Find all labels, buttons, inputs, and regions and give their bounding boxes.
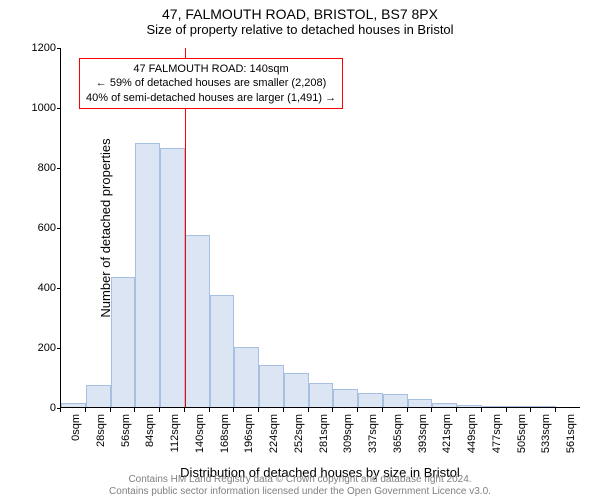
histogram-bar [358,393,383,407]
plot-area: 47 FALMOUTH ROAD: 140sqm ← 59% of detach… [60,48,580,408]
x-tick-label: 477sqm [491,414,503,454]
x-tick-label: 281sqm [318,414,330,454]
y-tick-mark [57,288,61,289]
x-tick-mark [258,408,259,412]
attribution: Contains HM Land Registry data © Crown c… [0,474,600,498]
x-tick-label: 533sqm [540,414,552,454]
chart-area: Number of detached properties 47 FALMOUT… [60,48,580,408]
x-tick-mark [60,408,61,412]
x-tick-mark [530,408,531,412]
x-tick-mark [184,408,185,412]
x-tick-label: 56sqm [120,414,132,454]
x-tick-mark [555,408,556,412]
x-tick-label: 196sqm [243,414,255,454]
x-tick-label: 421sqm [441,414,453,454]
histogram-bar [309,383,334,407]
x-tick-label: 309sqm [342,414,354,454]
x-tick-label: 140sqm [194,414,206,454]
histogram-bar [432,403,457,408]
x-tick-label: 365sqm [392,414,404,454]
annotation-line3: 40% of semi-detached houses are larger (… [86,91,336,105]
x-tick-mark [431,408,432,412]
x-tick-mark [110,408,111,412]
x-tick-mark [481,408,482,412]
x-tick-mark [159,408,160,412]
y-tick-mark [57,108,61,109]
y-tick-label: 400 [16,282,56,294]
x-tick-mark [134,408,135,412]
annotation-line1: 47 FALMOUTH ROAD: 140sqm [86,62,336,76]
x-tick-mark [209,408,210,412]
x-tick-label: 337sqm [367,414,379,454]
histogram-bar [383,394,408,407]
x-tick-mark [308,408,309,412]
y-tick-label: 1200 [16,42,56,54]
histogram-bar [408,399,433,407]
histogram-bar [185,235,210,408]
y-tick-label: 0 [16,402,56,414]
attribution-line1: Contains HM Land Registry data © Crown c… [0,474,600,486]
x-tick-mark [85,408,86,412]
histogram-bar [210,295,235,408]
annotation-box: 47 FALMOUTH ROAD: 140sqm ← 59% of detach… [79,58,343,109]
histogram-bar [531,406,556,407]
histogram-bar [284,373,309,408]
y-tick-label: 600 [16,222,56,234]
attribution-line2: Contains public sector information licen… [0,486,600,498]
histogram-bar [111,277,136,408]
histogram-bar [333,389,358,407]
title-subtitle: Size of property relative to detached ho… [0,22,600,37]
x-tick-mark [407,408,408,412]
y-tick-label: 200 [16,342,56,354]
title-address: 47, FALMOUTH ROAD, BRISTOL, BS7 8PX [0,6,600,22]
y-tick-mark [57,48,61,49]
histogram-bar [259,365,284,407]
x-tick-mark [382,408,383,412]
x-tick-label: 449sqm [466,414,478,454]
x-tick-mark [233,408,234,412]
histogram-bar [507,406,532,407]
annotation-line2: ← 59% of detached houses are smaller (2,… [86,76,336,90]
x-tick-label: 561sqm [565,414,577,454]
x-tick-mark [506,408,507,412]
x-tick-mark [456,408,457,412]
x-tick-label: 28sqm [95,414,107,454]
histogram-bar [86,385,111,408]
x-tick-label: 224sqm [268,414,280,454]
histogram-bar [482,406,507,408]
x-tick-mark [357,408,358,412]
histogram-bar [234,347,259,407]
histogram-bar [457,405,482,407]
histogram-bar [160,148,185,408]
histogram-bar [135,143,160,407]
chart-titles: 47, FALMOUTH ROAD, BRISTOL, BS7 8PX Size… [0,0,600,37]
x-tick-mark [332,408,333,412]
y-tick-label: 1000 [16,102,56,114]
x-tick-label: 112sqm [169,414,181,454]
y-tick-mark [57,228,61,229]
x-tick-label: 168sqm [219,414,231,454]
y-tick-mark [57,168,61,169]
x-tick-mark [283,408,284,412]
y-tick-label: 800 [16,162,56,174]
x-tick-label: 393sqm [417,414,429,454]
x-tick-label: 0sqm [70,414,82,454]
histogram-bar [61,403,86,407]
x-tick-label: 84sqm [144,414,156,454]
x-tick-label: 505sqm [516,414,528,454]
y-tick-mark [57,348,61,349]
x-tick-label: 252sqm [293,414,305,454]
